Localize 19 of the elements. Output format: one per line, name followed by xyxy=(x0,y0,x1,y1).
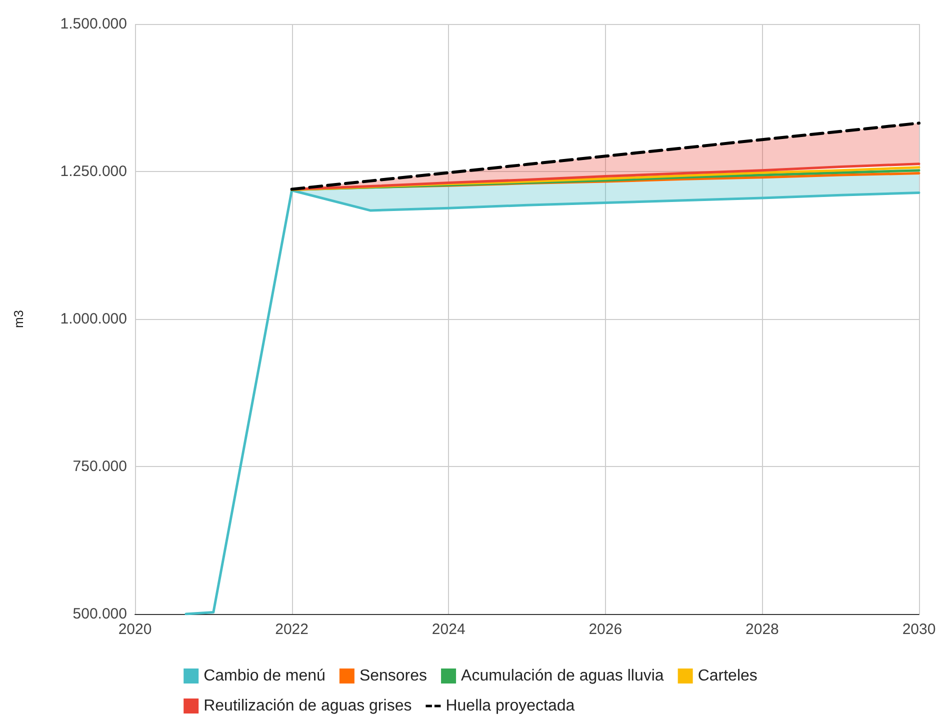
y-tick-label: 1.250.000 xyxy=(60,163,127,180)
y-tick-label: 750.000 xyxy=(72,458,127,475)
legend-label: Acumulación de aguas lluvia xyxy=(461,668,664,684)
line-series xyxy=(184,189,920,616)
y-tick-label: 500.000 xyxy=(72,606,127,622)
y-axis-title: m3 xyxy=(11,310,26,328)
legend-label: Cambio de menú xyxy=(204,668,326,684)
y-tick-label: 1.000.000 xyxy=(60,310,127,328)
x-tick-label: 2026 xyxy=(588,621,622,638)
x-tick-label: 2024 xyxy=(432,621,466,638)
legend-label: Reutilización de aguas grises xyxy=(204,698,412,714)
legend-label: Sensores xyxy=(359,668,428,684)
legend-label: Huella proyectada xyxy=(446,698,575,714)
legend-label: Carteles xyxy=(698,668,758,684)
x-tick-label: 2030 xyxy=(902,621,936,638)
y-tick-label: 1.500.000 xyxy=(60,16,127,32)
x-tick-label: 2022 xyxy=(275,621,308,638)
x-tick-label: 2028 xyxy=(746,621,779,638)
x-tick-label: 2020 xyxy=(118,621,152,638)
